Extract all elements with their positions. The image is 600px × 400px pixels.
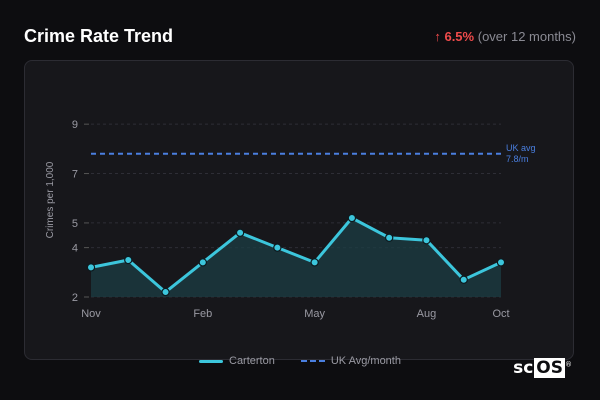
y-tick-label: 9 — [72, 119, 78, 131]
y-tick-label: 2 — [72, 292, 78, 304]
series-line — [90, 216, 502, 294]
y-tick-label: 4 — [72, 243, 78, 255]
legend-dash-swatch — [300, 360, 325, 362]
data-point — [496, 258, 506, 267]
data-point — [124, 255, 133, 265]
legend-item-uk-avg[interactable]: UK Avg/month — [300, 355, 401, 367]
y-axis-label: Crimes per 1,000 — [45, 161, 56, 238]
uk-average-label: UK avg — [506, 143, 536, 153]
up-arrow-icon: ↑ — [434, 29, 441, 44]
data-point — [86, 263, 96, 272]
data-point — [384, 233, 394, 242]
data-point — [459, 275, 468, 284]
brand-logo: sc OS ® — [513, 358, 572, 378]
x-tick-label: Aug — [417, 308, 437, 320]
legend-label-uk-avg: UK Avg/month — [330, 355, 401, 367]
y-tick-label: 7 — [72, 169, 78, 181]
y-tick-label: 5 — [72, 218, 78, 230]
x-tick-label: Nov — [81, 308, 101, 320]
change-note: (over 12 months) — [477, 29, 576, 44]
chart-panel — [24, 60, 574, 360]
data-point — [310, 258, 319, 267]
data-point — [422, 236, 431, 245]
data-point — [347, 213, 357, 223]
legend-line-swatch — [199, 359, 223, 363]
legend-item-carterton[interactable]: Carterton — [199, 355, 275, 367]
change-value: 6.5% — [444, 29, 475, 44]
data-point — [198, 258, 208, 267]
data-point — [235, 228, 245, 238]
series-area — [91, 218, 501, 297]
legend: Carterton UK Avg/month — [0, 355, 600, 367]
change-indicator: ↑ 6.5% (over 12 months) — [434, 29, 576, 44]
x-tick-label: Feb — [193, 308, 212, 320]
x-tick-label: Oct — [492, 308, 509, 320]
x-tick-label: May — [304, 308, 325, 320]
uk-average-value: 7.8/m — [506, 154, 529, 164]
data-point — [273, 243, 282, 252]
data-point — [161, 287, 170, 297]
chart-title: Crime Rate Trend — [24, 26, 174, 46]
legend-label-carterton: Carterton — [229, 355, 275, 367]
